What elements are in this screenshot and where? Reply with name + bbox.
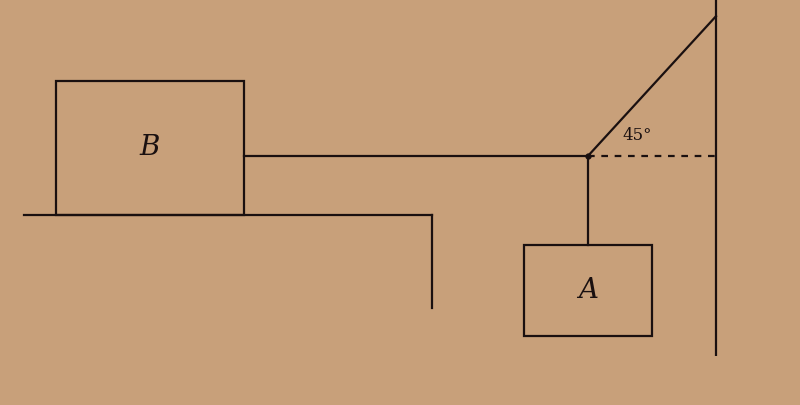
Bar	[524, 245, 652, 336]
Bar	[56, 81, 244, 215]
Text: B: B	[140, 134, 160, 161]
Text: 45°: 45°	[622, 127, 652, 144]
Text: A: A	[578, 277, 598, 304]
